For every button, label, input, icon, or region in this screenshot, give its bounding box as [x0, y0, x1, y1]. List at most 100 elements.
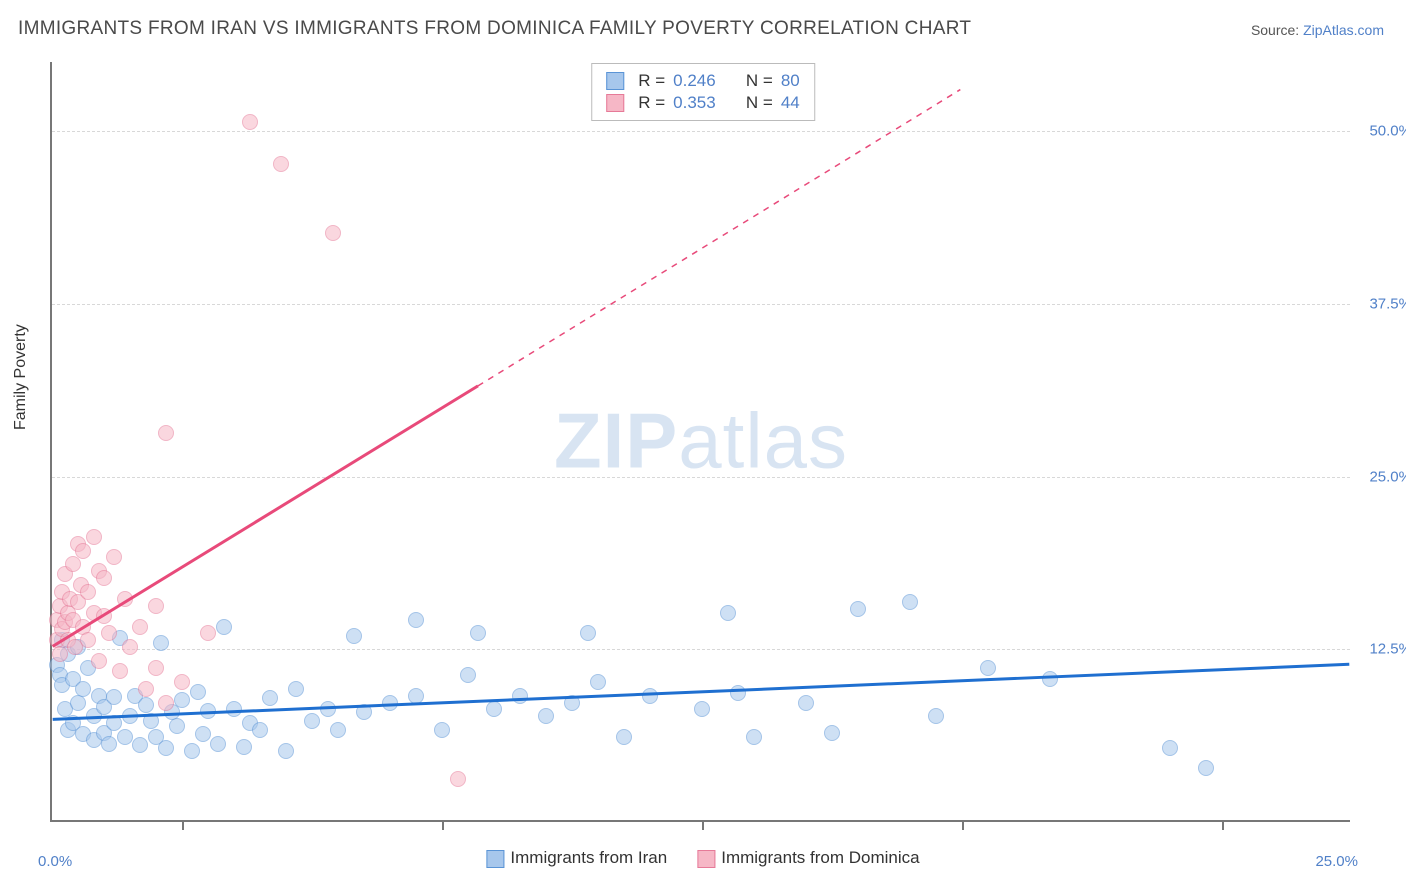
scatter-point — [96, 570, 112, 586]
legend-stats: R = 0.246 N = 80R = 0.353 N = 44 — [591, 63, 815, 121]
scatter-point — [980, 660, 996, 676]
legend-stat-row: R = 0.353 N = 44 — [606, 92, 800, 114]
scatter-point — [746, 729, 762, 745]
scatter-point — [184, 743, 200, 759]
watermark-light: atlas — [678, 397, 848, 485]
scatter-point — [190, 684, 206, 700]
legend-series: Immigrants from Iran Immigrants from Domi… — [486, 848, 919, 868]
x-tick — [962, 820, 964, 830]
scatter-point — [382, 695, 398, 711]
source-credit: Source: ZipAtlas.com — [1251, 22, 1384, 38]
scatter-point — [1198, 760, 1214, 776]
x-tick — [442, 820, 444, 830]
scatter-point — [902, 594, 918, 610]
scatter-point — [434, 722, 450, 738]
x-tick — [1222, 820, 1224, 830]
scatter-point — [132, 737, 148, 753]
scatter-point — [242, 114, 258, 130]
legend-n-label: N = — [746, 71, 773, 91]
plot-area: ZIPatlas 12.5%25.0%37.5%50.0% — [50, 62, 1350, 822]
scatter-point — [112, 663, 128, 679]
scatter-point — [236, 739, 252, 755]
scatter-point — [106, 689, 122, 705]
scatter-point — [356, 704, 372, 720]
scatter-point — [304, 713, 320, 729]
scatter-point — [1162, 740, 1178, 756]
source-link[interactable]: ZipAtlas.com — [1303, 22, 1384, 38]
scatter-point — [928, 708, 944, 724]
scatter-point — [148, 598, 164, 614]
scatter-point — [590, 674, 606, 690]
y-tick-label: 37.5% — [1369, 295, 1406, 312]
scatter-point — [330, 722, 346, 738]
source-prefix: Source: — [1251, 22, 1303, 38]
watermark-bold: ZIP — [554, 397, 678, 485]
scatter-point — [80, 632, 96, 648]
y-tick-label: 25.0% — [1369, 468, 1406, 485]
x-tick — [182, 820, 184, 830]
scatter-point — [153, 635, 169, 651]
y-tick-label: 50.0% — [1369, 123, 1406, 140]
legend-series-name: Immigrants from Iran — [510, 848, 667, 867]
scatter-point — [226, 701, 242, 717]
scatter-point — [138, 697, 154, 713]
scatter-point — [325, 225, 341, 241]
scatter-point — [252, 722, 268, 738]
x-axis-end-label: 25.0% — [1315, 853, 1358, 870]
legend-stat-row: R = 0.246 N = 80 — [606, 70, 800, 92]
legend-n-value: 80 — [781, 71, 800, 91]
scatter-point — [538, 708, 554, 724]
scatter-point — [75, 543, 91, 559]
legend-n-value: 44 — [781, 93, 800, 113]
scatter-point — [408, 612, 424, 628]
legend-swatch — [697, 850, 715, 868]
scatter-point — [91, 653, 107, 669]
scatter-point — [195, 726, 211, 742]
scatter-point — [642, 688, 658, 704]
scatter-point — [450, 771, 466, 787]
gridline — [52, 649, 1350, 650]
x-axis-start-label: 0.0% — [38, 853, 72, 870]
scatter-point — [288, 681, 304, 697]
gridline — [52, 131, 1350, 132]
scatter-point — [158, 695, 174, 711]
scatter-point — [70, 695, 86, 711]
scatter-point — [52, 646, 68, 662]
scatter-point — [158, 425, 174, 441]
scatter-point — [101, 625, 117, 641]
scatter-point — [117, 591, 133, 607]
scatter-point — [460, 667, 476, 683]
scatter-point — [512, 688, 528, 704]
scatter-point — [143, 713, 159, 729]
legend-n-label: N = — [746, 93, 773, 113]
scatter-point — [564, 695, 580, 711]
legend-r-value: 0.246 — [673, 71, 716, 91]
scatter-point — [174, 692, 190, 708]
scatter-point — [320, 701, 336, 717]
scatter-point — [101, 736, 117, 752]
scatter-point — [169, 718, 185, 734]
scatter-point — [216, 619, 232, 635]
scatter-point — [132, 619, 148, 635]
scatter-point — [117, 729, 133, 745]
scatter-point — [694, 701, 710, 717]
scatter-point — [122, 708, 138, 724]
legend-series-name: Immigrants from Dominica — [721, 848, 919, 867]
scatter-point — [273, 156, 289, 172]
scatter-point — [75, 681, 91, 697]
legend-series-item: Immigrants from Dominica — [697, 848, 919, 868]
scatter-point — [210, 736, 226, 752]
scatter-point — [106, 715, 122, 731]
scatter-point — [80, 584, 96, 600]
x-tick — [702, 820, 704, 830]
scatter-point — [1042, 671, 1058, 687]
scatter-point — [96, 608, 112, 624]
y-tick-label: 12.5% — [1369, 641, 1406, 658]
legend-swatch — [486, 850, 504, 868]
chart-title: IMMIGRANTS FROM IRAN VS IMMIGRANTS FROM … — [18, 18, 971, 40]
scatter-point — [138, 681, 154, 697]
y-axis-label: Family Poverty — [12, 324, 30, 430]
scatter-point — [824, 725, 840, 741]
legend-r-label: R = — [638, 71, 665, 91]
scatter-point — [200, 703, 216, 719]
